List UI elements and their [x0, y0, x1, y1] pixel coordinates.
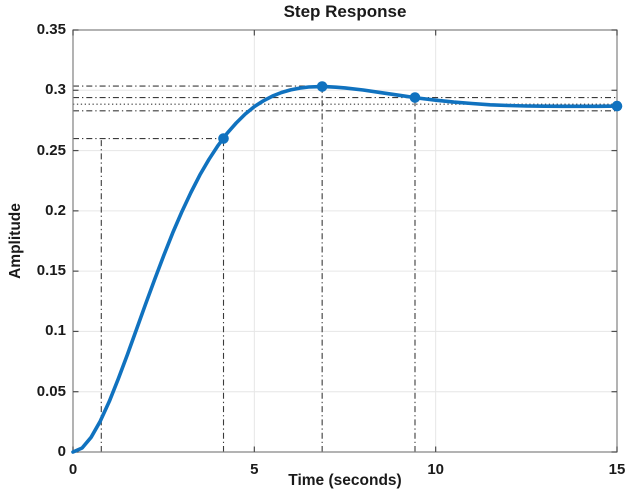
y-tick-label: 0.1: [45, 322, 66, 340]
x-tick-label: 0: [68, 461, 78, 478]
y-tick-label: 0.25: [36, 141, 66, 159]
data-point-marker: [409, 92, 421, 103]
y-tick-label: 0.2: [45, 201, 66, 219]
data-point-marker: [611, 100, 623, 112]
x-axis-label: Time (seconds): [288, 472, 402, 489]
x-tick-label: 15: [608, 461, 626, 478]
y-tick-label: 0.15: [36, 262, 66, 280]
y-tick-label: 0: [57, 443, 66, 460]
y-tick-label: 0.3: [45, 81, 66, 99]
chart-title: Step Response: [283, 2, 407, 21]
x-tick-label: 10: [427, 461, 444, 478]
y-tick-label: 0.05: [36, 382, 66, 400]
data-point-marker: [218, 133, 229, 144]
x-tick-label: 5: [250, 461, 259, 478]
data-point-marker: [316, 81, 328, 92]
y-tick-label: 0.35: [36, 21, 66, 38]
axes-box: [72, 29, 618, 453]
response-curve: [71, 84, 619, 454]
